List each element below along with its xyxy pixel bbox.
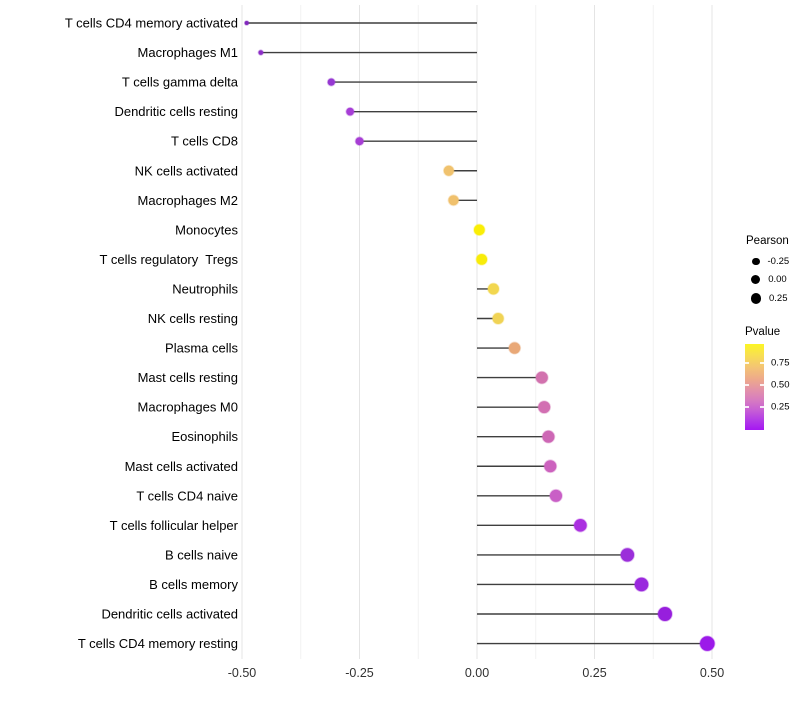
category-label: T cells regulatory Tregs xyxy=(100,252,239,267)
x-tick-label: 0.25 xyxy=(582,666,606,680)
lollipop-point xyxy=(535,370,549,385)
lollipop-point xyxy=(473,223,486,237)
lollipop-point xyxy=(541,429,556,444)
lollipop-point xyxy=(573,518,588,533)
category-label: NK cells resting xyxy=(148,311,238,326)
lollipop-point xyxy=(633,576,650,593)
lollipop-point xyxy=(442,164,455,177)
lollipop-point xyxy=(508,341,522,355)
lollipop-point xyxy=(657,606,673,622)
category-label: Plasma cells xyxy=(165,341,238,356)
legend-pvalue: Pvalue 0.75 0.50 0.25 xyxy=(745,326,800,436)
category-label: T cells gamma delta xyxy=(122,75,239,90)
x-tick-label: 0.00 xyxy=(465,666,489,680)
x-tick-label: -0.50 xyxy=(228,666,257,680)
category-label: Mast cells resting xyxy=(138,370,238,385)
size-legend-dot-medium xyxy=(751,275,761,285)
size-legend-row: -0.25 xyxy=(746,252,789,271)
size-legend-title: Pearson xyxy=(746,235,789,247)
size-legend-dot-large xyxy=(750,293,761,304)
lollipop-point xyxy=(345,106,355,117)
lollipop-point xyxy=(491,312,505,325)
color-legend-tick-label: 0.50 xyxy=(771,379,790,390)
category-label: B cells memory xyxy=(149,577,238,592)
size-legend-label: 0.25 xyxy=(769,292,788,304)
category-label: T cells CD4 memory resting xyxy=(78,636,238,651)
gradient-tick xyxy=(745,384,749,386)
lollipop-point xyxy=(326,77,336,87)
lollipop-point xyxy=(699,635,716,652)
x-tick-label: 0.50 xyxy=(700,666,724,680)
category-label: T cells follicular helper xyxy=(110,518,239,533)
lollipop-point xyxy=(487,282,500,296)
pvalue-gradient-bar xyxy=(745,344,764,430)
category-label: Dendritic cells resting xyxy=(114,104,238,119)
size-legend-row: 0.25 xyxy=(746,289,789,308)
lollipop-point xyxy=(619,547,635,563)
color-legend-tick-label: 0.75 xyxy=(771,357,790,369)
lollipop-point xyxy=(549,488,563,503)
lollipop-point xyxy=(537,400,551,414)
category-label: Macrophages M1 xyxy=(138,45,238,60)
gradient-tick xyxy=(760,384,764,386)
pvalue-gradient-wrap: 0.75 0.50 0.25 xyxy=(745,344,800,436)
lollipop-point xyxy=(447,194,460,207)
category-label: NK cells activated xyxy=(135,163,238,178)
lollipop-point xyxy=(543,459,558,474)
lollipop-point xyxy=(475,253,488,266)
category-label: Mast cells activated xyxy=(125,459,238,474)
category-label: Monocytes xyxy=(175,222,238,237)
color-legend-tick-label: 0.25 xyxy=(771,401,790,412)
lollipop-point xyxy=(354,136,365,147)
category-label: T cells CD8 xyxy=(171,134,238,149)
gradient-tick xyxy=(760,362,764,365)
lollipop-point xyxy=(257,49,264,56)
size-legend-label: -0.25 xyxy=(767,255,790,267)
category-label: Dendritic cells activated xyxy=(101,607,238,622)
category-label: T cells CD4 naive xyxy=(136,488,238,503)
category-label: Neutrophils xyxy=(172,281,238,296)
category-label: Macrophages M2 xyxy=(138,193,238,208)
category-label: B cells naive xyxy=(165,547,238,562)
gradient-tick xyxy=(745,362,749,365)
gradient-tick xyxy=(760,406,764,408)
size-legend-label: 0.00 xyxy=(768,274,787,286)
lollipop-point xyxy=(243,20,250,26)
category-label: T cells CD4 memory activated xyxy=(65,16,238,31)
x-tick-label: -0.25 xyxy=(345,666,374,680)
legend-pearson: Pearson -0.25 0.00 0.25 xyxy=(746,235,789,308)
color-legend-title: Pvalue xyxy=(745,326,781,338)
size-legend-row: 0.00 xyxy=(746,271,789,290)
size-legend-dot-small xyxy=(752,257,760,266)
category-label: Eosinophils xyxy=(172,429,239,444)
gradient-tick xyxy=(745,406,749,408)
category-label: Macrophages M0 xyxy=(138,400,238,415)
